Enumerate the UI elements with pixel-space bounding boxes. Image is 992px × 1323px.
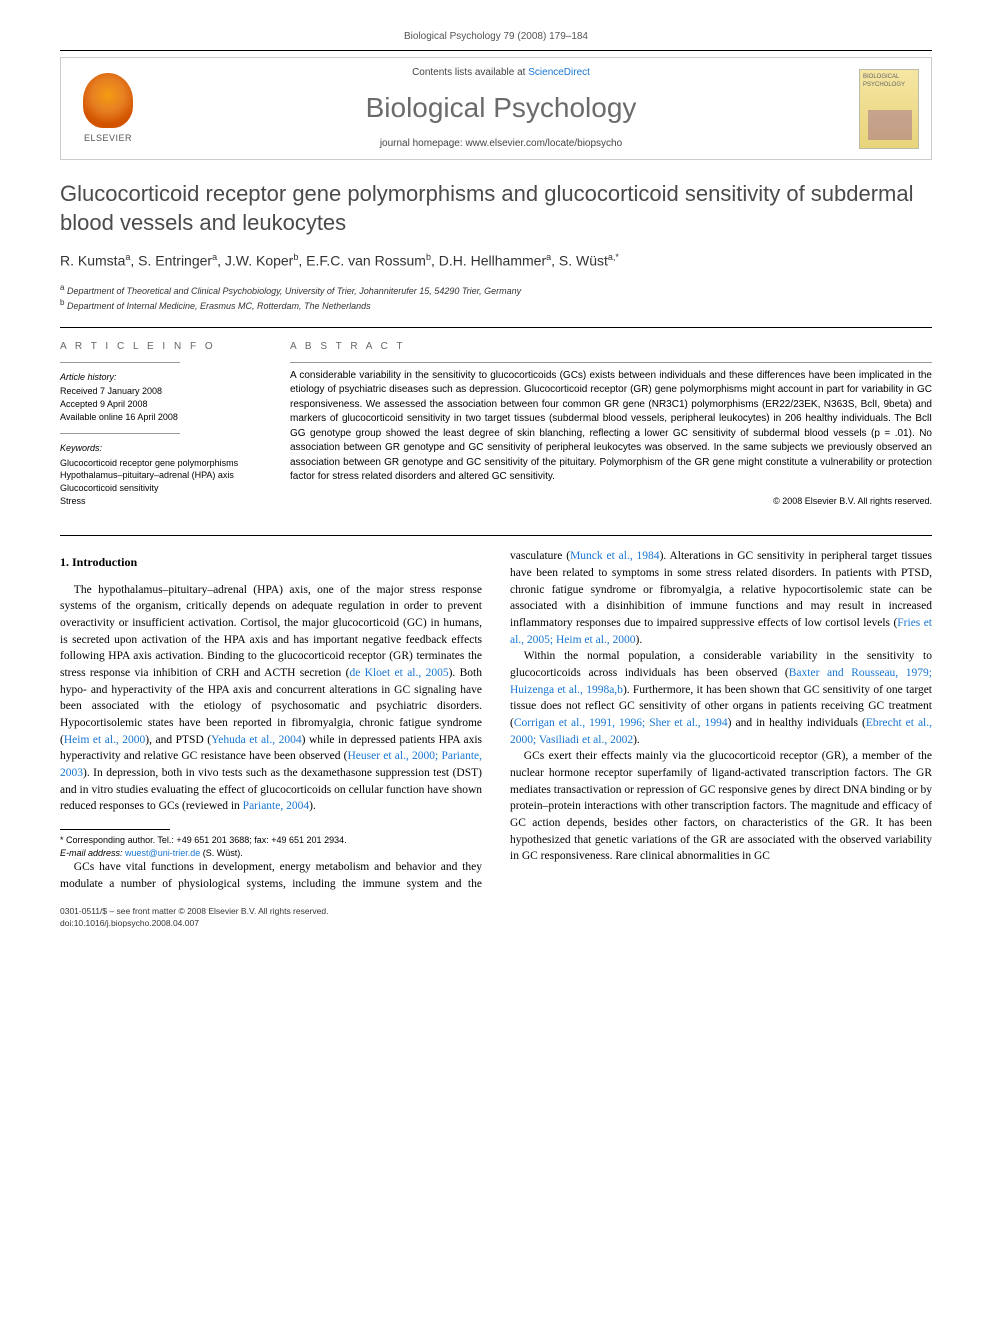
- body-paragraph: GCs exert their effects mainly via the g…: [510, 748, 932, 865]
- homepage-url[interactable]: www.elsevier.com/locate/biopsycho: [465, 138, 622, 149]
- cover-label: BIOLOGICAL PSYCHOLOGY: [863, 74, 905, 88]
- footer-block: 0301-0511/$ – see front matter © 2008 El…: [60, 906, 932, 930]
- text-run: The hypothalamus–pituitary–adrenal (HPA)…: [60, 584, 482, 679]
- history-line: Received 7 January 2008: [60, 385, 260, 398]
- article-title: Glucocorticoid receptor gene polymorphis…: [60, 180, 932, 237]
- text-run: ).: [309, 800, 316, 812]
- contents-prefix: Contents lists available at: [412, 67, 528, 78]
- section-heading-intro: 1. Introduction: [60, 554, 482, 571]
- abstract: A B S T R A C T A considerable variabili…: [290, 340, 932, 517]
- footnote-line-2: E-mail address: wuest@uni-trier.de (S. W…: [60, 847, 482, 860]
- text-run: ) and in healthy individuals (: [728, 717, 866, 729]
- citation-link[interactable]: Yehuda et al., 2004: [211, 734, 302, 746]
- sciencedirect-link[interactable]: ScienceDirect: [528, 67, 590, 78]
- citation-link[interactable]: Pariante, 2004: [243, 800, 309, 812]
- footnote-text: Corresponding author. Tel.: +49 651 201 …: [66, 835, 347, 845]
- rule-below-abstract: [60, 535, 932, 536]
- contents-line: Contents lists available at ScienceDirec…: [159, 66, 843, 80]
- info-abstract-row: A R T I C L E I N F O Article history: R…: [60, 340, 932, 517]
- footer-doi: doi:10.1016/j.biopsycho.2008.04.007: [60, 918, 932, 930]
- affiliation-a: a Department of Theoretical and Clinical…: [60, 282, 932, 298]
- keywords-block: Keywords: Glucocorticoid receptor gene p…: [60, 442, 260, 507]
- abstract-rule: [290, 362, 932, 363]
- footnote-separator: [60, 829, 170, 830]
- journal-header: ELSEVIER Contents lists available at Sci…: [60, 57, 932, 160]
- elsevier-logo: ELSEVIER: [73, 69, 143, 149]
- elsevier-tree-icon: [83, 73, 133, 128]
- journal-cover-thumb: BIOLOGICAL PSYCHOLOGY: [859, 69, 919, 149]
- footer-line-1: 0301-0511/$ – see front matter © 2008 El…: [60, 906, 932, 918]
- keyword: Hypothalamus–pituitary–adrenal (HPA) axi…: [60, 469, 260, 482]
- affiliation-b: b Department of Internal Medicine, Erasm…: [60, 297, 932, 313]
- top-rule: [60, 50, 932, 51]
- text-run: ).: [633, 734, 640, 746]
- homepage-prefix: journal homepage:: [380, 138, 466, 149]
- article-history: Article history: Received 7 January 2008…: [60, 371, 260, 423]
- keyword: Glucocorticoid receptor gene polymorphis…: [60, 457, 260, 470]
- citation-link[interactable]: de Kloet et al., 2005: [349, 667, 448, 679]
- keyword: Glucocorticoid sensitivity: [60, 482, 260, 495]
- abstract-copyright: © 2008 Elsevier B.V. All rights reserved…: [290, 495, 932, 508]
- email-link[interactable]: wuest@uni-trier.de: [125, 848, 200, 858]
- info-rule-1: [60, 362, 180, 363]
- elsevier-text: ELSEVIER: [84, 132, 132, 145]
- article-info-heading: A R T I C L E I N F O: [60, 340, 260, 354]
- homepage-line: journal homepage: www.elsevier.com/locat…: [159, 137, 843, 151]
- abstract-body: A considerable variability in the sensit…: [290, 369, 932, 485]
- history-label: Article history:: [60, 371, 260, 384]
- body-paragraph: Within the normal population, a consider…: [510, 648, 932, 748]
- text-run: ), and PTSD (: [145, 734, 211, 746]
- footnote-line-1: * Corresponding author. Tel.: +49 651 20…: [60, 834, 482, 847]
- header-center: Contents lists available at ScienceDirec…: [159, 66, 843, 151]
- affiliations: a Department of Theoretical and Clinical…: [60, 282, 932, 313]
- journal-name: Biological Psychology: [159, 88, 843, 127]
- footnote-marker: *: [60, 835, 64, 845]
- keywords-label: Keywords:: [60, 442, 260, 455]
- history-line: Accepted 9 April 2008: [60, 398, 260, 411]
- text-run: ).: [636, 634, 643, 646]
- corresponding-author-footnote: * Corresponding author. Tel.: +49 651 20…: [60, 834, 482, 859]
- citation-link[interactable]: Corrigan et al., 1991, 1996; Sher et al.…: [514, 717, 728, 729]
- footnote-tail: (S. Wüst).: [203, 848, 243, 858]
- abstract-heading: A B S T R A C T: [290, 340, 932, 354]
- affiliation-a-text: Department of Theoretical and Clinical P…: [67, 286, 521, 296]
- info-rule-2: [60, 433, 180, 434]
- rule-above-info: [60, 327, 932, 328]
- authors: R. Kumstaa, S. Entringera, J.W. Koperb, …: [60, 251, 932, 271]
- body-paragraph: The hypothalamus–pituitary–adrenal (HPA)…: [60, 582, 482, 815]
- body-text: 1. Introduction The hypothalamus–pituita…: [60, 548, 932, 892]
- history-line: Available online 16 April 2008: [60, 411, 260, 424]
- running-head: Biological Psychology 79 (2008) 179–184: [60, 30, 932, 44]
- keyword: Stress: [60, 495, 260, 508]
- citation-link[interactable]: Munck et al., 1984: [570, 550, 660, 562]
- citation-link[interactable]: Heim et al., 2000: [64, 734, 145, 746]
- affiliation-b-text: Department of Internal Medicine, Erasmus…: [67, 301, 371, 311]
- email-label: E-mail address:: [60, 848, 123, 858]
- article-info: A R T I C L E I N F O Article history: R…: [60, 340, 260, 517]
